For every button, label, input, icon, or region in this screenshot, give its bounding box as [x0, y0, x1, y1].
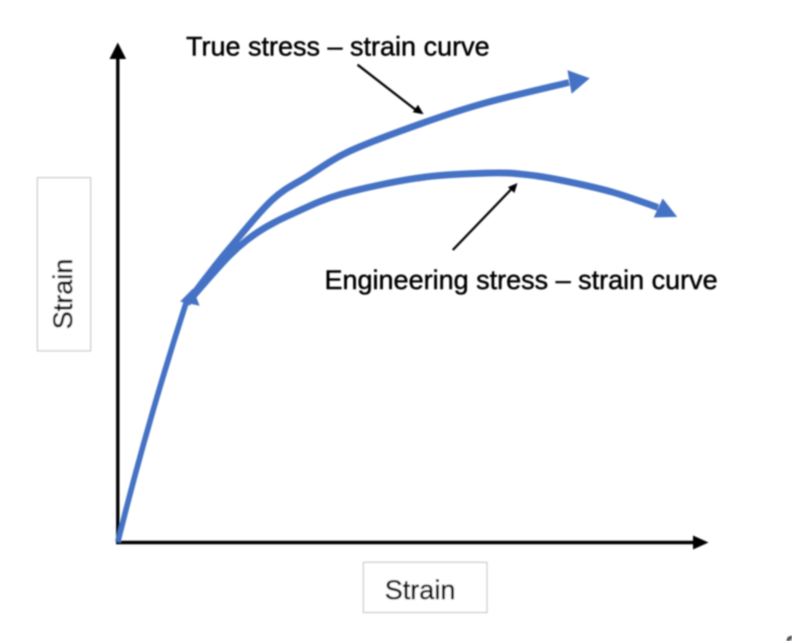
svg-text:Strain: Strain: [385, 575, 456, 605]
svg-text:Engineering stress – strain cu: Engineering stress – strain curve: [325, 265, 718, 295]
svg-text:True stress – strain curve: True stress – strain curve: [186, 32, 490, 62]
svg-text:Strain: Strain: [48, 259, 78, 330]
